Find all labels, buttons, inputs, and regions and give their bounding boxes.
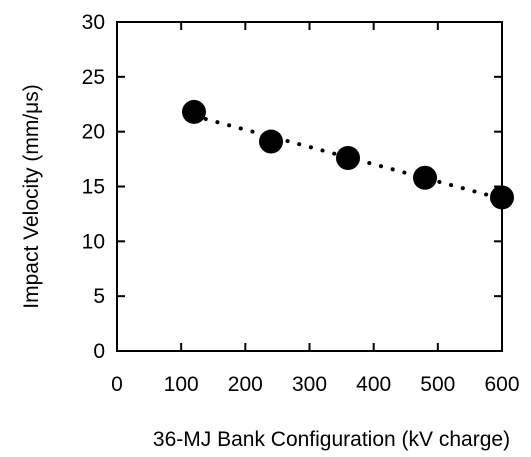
x-tick-label: 100 [164,373,199,396]
y-axis: 0 5 10 15 20 25 30 Impact Velocity (mm/μs) [20,11,502,363]
y-tick-label: 30 [82,11,105,34]
data-point [259,129,283,154]
data-point [182,99,206,124]
y-tick-label: 15 [82,176,105,199]
x-ticks: 0 100 200 300 400 500 600 [111,22,520,396]
y-axis-title: Impact Velocity (mm/μs) [20,84,43,308]
x-tick-label: 0 [111,373,123,396]
y-tick-label: 20 [82,121,105,144]
x-tick-label: 300 [292,373,327,396]
y-tick-label: 25 [82,66,105,89]
y-tick-label: 0 [93,340,105,363]
x-tick-label: 500 [420,373,455,396]
trendline-path [192,113,504,201]
data-point [490,185,514,210]
y-tick-label: 5 [93,285,105,308]
y-tick-label: 10 [82,230,105,253]
x-tick-label: 200 [228,373,263,396]
trendline [192,113,504,201]
x-axis-title: 36-MJ Bank Configuration (kV charge) [153,428,510,451]
plot-frame [116,21,503,352]
data-point [413,165,437,190]
x-tick-label: 400 [356,373,391,396]
y-ticks: 0 5 10 15 20 25 30 [82,11,502,363]
data-point [336,145,360,170]
x-axis: 0 100 200 300 400 500 600 36-MJ Bank Configura… [111,22,520,451]
x-tick-label: 600 [484,373,519,396]
data-points [182,99,514,210]
